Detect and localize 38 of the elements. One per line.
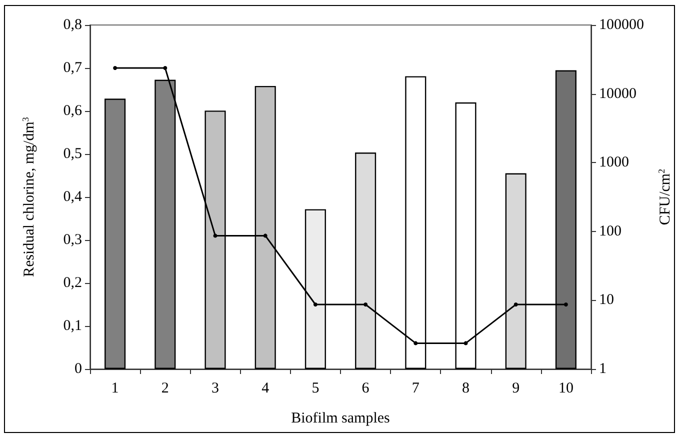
x-tick-label: 7 [412,380,420,396]
point [564,302,568,306]
y-tick-label: 0,5 [63,146,82,162]
point [514,302,518,306]
y2-tick-label: 100 [599,223,622,240]
y2-tick-label: 10 [599,292,614,308]
y-tick-label: 0,4 [63,189,82,205]
x-tick-label: 3 [212,380,219,396]
y2-tick-label: 1000 [599,154,629,171]
point [163,66,168,70]
point [263,234,268,238]
y2-tick-label: 1 [599,361,606,377]
y2-tick-label: 10000 [599,86,636,102]
y-axis-title: Residual chlorine, mg/dm3 [20,116,38,277]
y-tick-label: 0,6 [63,103,82,119]
x-tick-label: 10 [558,380,574,396]
x-tick-label: 1 [111,380,119,396]
x-tick-label: 8 [462,380,470,396]
y-tick-label: 0,3 [63,232,82,248]
y-tick-label: 0,8 [63,17,82,33]
point [313,302,318,306]
x-tick-label: 2 [161,380,169,396]
point [464,341,468,346]
point [364,302,368,306]
x-tick-label: 4 [262,380,270,396]
y2-axis-title: CFU/cm2 [656,168,674,226]
y-tick-label: 0,2 [63,275,82,291]
y-tick-label: 0,7 [63,60,82,76]
point [113,66,118,70]
y2-tick-label: 100000 [599,17,644,33]
x-tick-label: 9 [512,380,520,396]
y-tick-label: 0 [74,361,82,377]
point [213,234,218,238]
x-tick-label: 6 [362,380,370,396]
x-axis-title: Biofilm samples [291,410,390,426]
point [414,341,418,346]
x-tick-label: 5 [312,380,320,396]
y-tick-label: 0,1 [63,318,82,334]
